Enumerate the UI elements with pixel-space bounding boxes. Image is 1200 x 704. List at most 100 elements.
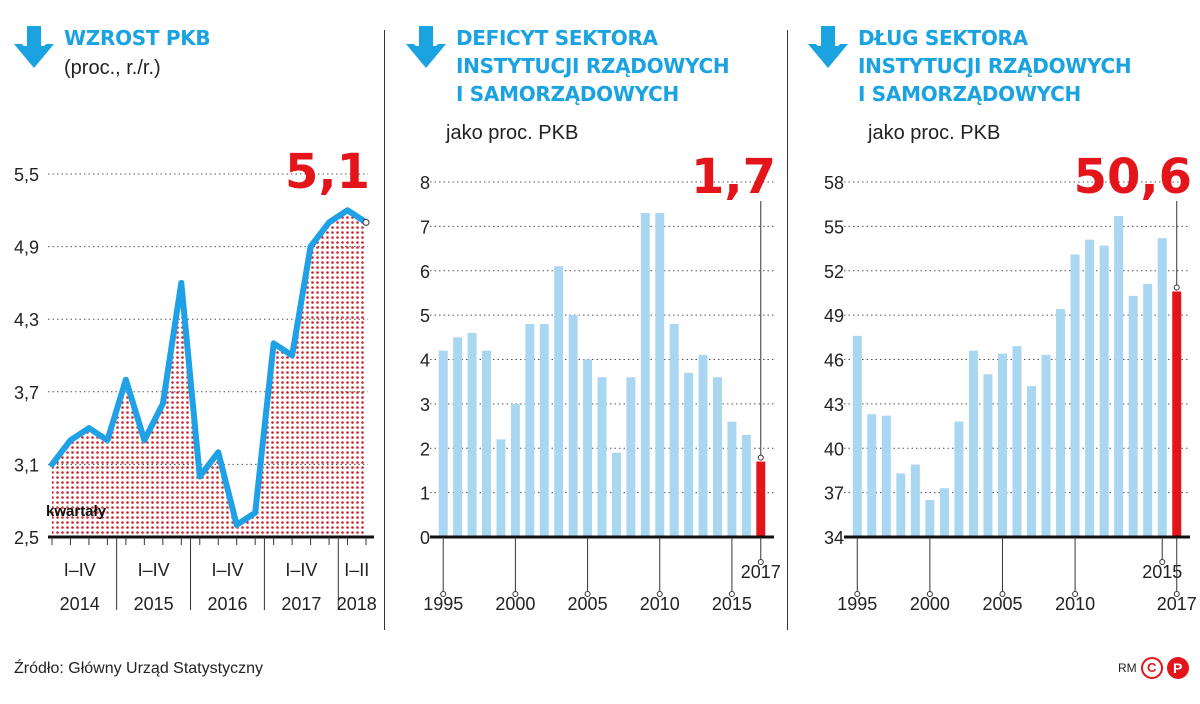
y-tick-label: 1	[420, 484, 430, 504]
y-tick-label: 8	[420, 173, 430, 193]
bar	[640, 213, 650, 537]
gdp-data-point	[216, 450, 220, 454]
y-tick-label: 5	[420, 306, 430, 326]
x-tick-marker	[440, 591, 447, 597]
bar	[713, 377, 722, 537]
bar	[852, 335, 862, 537]
bar	[881, 415, 891, 537]
y-tick-label: 40	[824, 439, 844, 459]
gdp-chart: 2,5 3,1 3,7 4,3 4,9 5,5 5,1 kwartały I–IV 2014 I–I…	[14, 144, 377, 614]
gdp-data-point	[290, 354, 294, 357]
bar	[453, 337, 463, 537]
bar	[1143, 284, 1153, 537]
gdp-data-point	[198, 475, 202, 478]
x-tick-label: 2000	[495, 594, 535, 614]
quarter-range-label: I–IV	[211, 560, 243, 580]
logo-p-icon: P	[1166, 657, 1189, 679]
quarter-range-label: I–IV	[64, 560, 96, 580]
author-initials: RM	[1118, 661, 1137, 675]
x-tick-label: 2017	[741, 562, 781, 582]
gdp-data-point	[68, 438, 72, 442]
gdp-data-point	[235, 523, 239, 527]
bar-highlight	[756, 461, 766, 537]
x-tick-marker	[1159, 559, 1166, 565]
y-tick-label: 4,3	[14, 310, 39, 330]
deficit-chart-title: DEFICYT SEKTORA INSTYTUCJI RZĄDOWYCH I S…	[456, 26, 730, 106]
y-tick-label: 7	[420, 217, 430, 237]
x-tick-marker	[1072, 591, 1079, 597]
x-tick-marker	[757, 559, 764, 565]
quarter-range-label: I–IV	[285, 560, 317, 580]
bar	[611, 452, 621, 537]
gdp-growth-panel: WZROST PKB (proc., r./r.) 2,5 3,1 3,7 4,3 4,…	[0, 0, 392, 640]
gdp-data-point	[161, 402, 165, 406]
y-tick-label: 2	[420, 439, 430, 459]
bar	[438, 350, 448, 537]
debt-panel: DŁUG SEKTORA INSTYTUCJI RZĄDOWYCH I SAMO…	[794, 0, 1200, 640]
bar	[1114, 216, 1124, 538]
gdp-data-point	[272, 341, 276, 345]
y-tick-label: 4,9	[14, 238, 39, 258]
x-tick-label: 2005	[568, 594, 608, 614]
x-tick-marker	[728, 591, 735, 597]
gdp-area	[52, 210, 366, 538]
bar	[597, 377, 607, 537]
year-label: 2014	[60, 594, 100, 614]
bar	[1041, 355, 1051, 537]
bar	[626, 377, 636, 537]
y-tick-label: 55	[824, 217, 844, 237]
bar	[997, 353, 1007, 537]
bar	[1012, 346, 1022, 537]
y-tick-label: 43	[824, 395, 844, 415]
debt-chart: 34 37 40 43 46 49 52 55 58 50,6 1995 2000 2005 2010 20…	[824, 149, 1197, 614]
bar	[1157, 238, 1167, 538]
bar	[1099, 245, 1109, 537]
gdp-chart-subtitle: (proc., r./r.)	[64, 57, 161, 79]
y-tick-label: 4	[420, 351, 430, 371]
credit: RM C P	[1118, 657, 1189, 679]
bar	[1056, 309, 1066, 537]
gdp-data-point	[346, 208, 350, 212]
y-tick-label: 37	[824, 484, 844, 504]
bar	[510, 403, 520, 537]
bar	[698, 355, 708, 537]
bar	[467, 332, 477, 537]
bar	[539, 324, 549, 537]
y-tick-label: 34	[824, 528, 844, 548]
bar	[482, 350, 491, 537]
x-tick-marker	[926, 591, 933, 597]
panel-divider	[787, 30, 788, 630]
bar	[867, 414, 877, 537]
bar	[1027, 386, 1037, 537]
bar	[727, 421, 737, 537]
bar	[983, 374, 993, 537]
gdp-series-line	[49, 207, 369, 528]
gdp-data-point	[253, 511, 257, 515]
x-tick-label: 2017	[1157, 594, 1197, 614]
deficit-chart: 0 1 2 3 4 5 6 7 8 1,7 1995 2000 2005 2010 2015 2017	[420, 149, 781, 614]
debt-chart-title: DŁUG SEKTORA INSTYTUCJI RZĄDOWYCH I SAMO…	[858, 26, 1132, 106]
gdp-callout-value: 5,1	[285, 144, 370, 200]
debt-chart-subtitle: jako proc. PKB	[868, 122, 1001, 144]
y-tick-label: 2,5	[14, 528, 39, 548]
x-tick-label: 2005	[982, 594, 1022, 614]
x-tick-label: 1995	[423, 594, 463, 614]
callout-value: 1,7	[691, 149, 776, 205]
year-label: 2016	[207, 594, 247, 614]
gdp-data-point	[87, 426, 91, 430]
bar	[968, 350, 978, 537]
x-tick-label: 2015	[712, 594, 752, 614]
y-tick-label: 6	[420, 262, 430, 282]
y-tick-label: 3	[420, 395, 430, 415]
bar	[925, 500, 935, 537]
y-tick-label: 3,7	[14, 383, 39, 403]
bar	[896, 473, 906, 537]
x-tick-label: 2010	[640, 594, 680, 614]
arrow-down-icon	[406, 26, 446, 68]
bar	[669, 324, 679, 537]
gdp-data-point	[179, 281, 183, 285]
quarter-range-label: I–IV	[138, 560, 170, 580]
y-tick-label: 5,5	[14, 165, 39, 185]
x-tick-label: 2015	[1142, 562, 1182, 582]
y-tick-label: 0	[420, 528, 430, 548]
